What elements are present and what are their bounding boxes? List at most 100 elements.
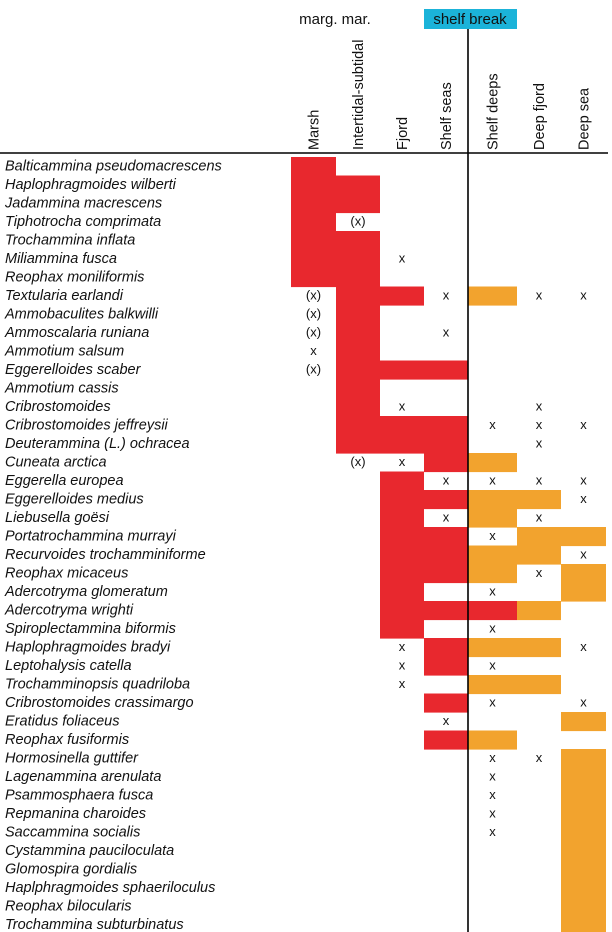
x-mark-shelf-deeps: x — [489, 769, 496, 784]
red-cell-intertidal-subtidal — [336, 286, 380, 306]
red-cell-marsh — [291, 231, 336, 251]
species-label: Trochammina inflata — [5, 233, 135, 249]
species-label: Saccammina socialis — [5, 825, 140, 841]
orange-cell-shelf-deeps — [468, 490, 517, 510]
orange-cell-deep-sea — [561, 767, 606, 787]
orange-cell-deep-sea — [561, 915, 606, 932]
red-cell-intertidal-subtidal — [336, 416, 380, 436]
species-label: Balticammina pseudomacrescens — [5, 159, 222, 175]
x-mark-shelf-seas: x — [443, 510, 450, 525]
species-labels: Balticammina pseudomacrescens Haplophragm… — [4, 159, 222, 932]
x-mark-fjord: x — [399, 658, 406, 673]
column-header-shelf-deeps: Shelf deeps — [486, 73, 502, 150]
red-cell-marsh — [291, 268, 336, 288]
orange-cell-deep-sea — [561, 897, 606, 917]
red-cell-marsh — [291, 157, 336, 177]
species-label: Reophax micaceus — [5, 566, 128, 582]
red-cell-fjord — [380, 434, 424, 454]
red-cell-intertidal-subtidal — [336, 434, 380, 454]
red-cell-fjord — [380, 490, 424, 510]
cells-layer — [291, 157, 606, 932]
x-mark-deep-sea: x — [580, 473, 587, 488]
red-cell-intertidal-subtidal — [336, 397, 380, 417]
red-cell-intertidal-subtidal — [336, 231, 380, 251]
red-cell-fjord — [380, 508, 424, 528]
orange-cell-deep-fjord — [517, 675, 561, 695]
x-mark-deep-fjord: x — [536, 417, 543, 432]
species-label: Cribrostomoides jeffreysii — [5, 418, 169, 434]
orange-cell-deep-fjord — [517, 527, 561, 547]
species-label: Hormosinella guttifer — [5, 751, 139, 767]
red-cell-shelf-seas — [424, 564, 468, 584]
orange-cell-shelf-deeps — [468, 638, 517, 658]
red-cell-shelf-seas — [424, 601, 468, 621]
red-cell-fjord — [380, 545, 424, 565]
species-label: Ammoscalaria runiana — [4, 325, 149, 341]
orange-cell-deep-fjord — [517, 545, 561, 565]
red-cell-shelf-seas — [424, 360, 468, 380]
x-mark-deep-fjord: x — [536, 436, 543, 451]
red-cell-shelf-seas — [424, 545, 468, 565]
shelf-break-label: shelf break — [433, 11, 507, 28]
x-mark-deep-fjord: x — [536, 399, 543, 414]
orange-cell-deep-sea — [561, 749, 606, 769]
species-label: Ammotium salsum — [4, 344, 124, 360]
x-mark-deep-fjord: x — [536, 288, 543, 303]
red-cell-fjord — [380, 601, 424, 621]
species-label: Eggerelloides scaber — [5, 362, 142, 378]
orange-cell-shelf-deeps — [468, 286, 517, 306]
parenthesized-x-mark-marsh: (x) — [306, 306, 321, 321]
red-cell-intertidal-subtidal — [336, 194, 380, 214]
red-cell-shelf-deeps — [468, 601, 517, 621]
species-label: Liebusella goësi — [5, 510, 110, 526]
species-label: Glomospira gordialis — [5, 862, 137, 878]
orange-cell-deep-sea — [561, 786, 606, 806]
red-cell-intertidal-subtidal — [336, 305, 380, 325]
red-cell-intertidal-subtidal — [336, 379, 380, 399]
x-mark-deep-sea: x — [580, 547, 587, 562]
species-label: Jadammina macrescens — [4, 196, 162, 212]
shelf-break-label-bg — [424, 9, 517, 29]
species-label: Lagenammina arenulata — [5, 769, 161, 785]
species-label: Miliammina fusca — [5, 251, 117, 267]
orange-cell-deep-sea — [561, 878, 606, 898]
species-label: Cribrostomoides crassimargo — [5, 695, 194, 711]
red-cell-shelf-seas — [424, 693, 468, 713]
x-mark-shelf-deeps: x — [489, 824, 496, 839]
x-mark-shelf-seas: x — [443, 713, 450, 728]
orange-cell-shelf-deeps — [468, 564, 517, 584]
species-label: Ammobaculites balkwilli — [4, 307, 159, 323]
x-mark-shelf-deeps: x — [489, 621, 496, 636]
orange-cell-deep-fjord — [517, 490, 561, 510]
species-label: Reophax moniliformis — [5, 270, 144, 286]
x-mark-deep-fjord: x — [536, 565, 543, 580]
red-cell-fjord — [380, 471, 424, 491]
x-mark-deep-fjord: x — [536, 510, 543, 525]
column-header-marsh: Marsh — [307, 110, 323, 150]
species-label: Textularia earlandi — [5, 288, 124, 304]
red-cell-shelf-seas — [424, 416, 468, 436]
orange-cell-deep-sea — [561, 712, 606, 732]
red-cell-intertidal-subtidal — [336, 342, 380, 362]
orange-cell-deep-sea — [561, 823, 606, 843]
column-header-intertidal-subtidal: Intertidal-subtidal — [351, 40, 367, 150]
red-cell-fjord — [380, 582, 424, 602]
orange-cell-shelf-deeps — [468, 508, 517, 528]
column-header-deep-sea: Deep sea — [577, 87, 593, 150]
red-cell-fjord — [380, 416, 424, 436]
species-label: Adercotryma wrighti — [4, 603, 134, 619]
x-mark-deep-sea: x — [580, 491, 587, 506]
red-cell-shelf-seas — [424, 730, 468, 750]
red-cell-fjord — [380, 527, 424, 547]
orange-cell-deep-sea — [561, 564, 606, 584]
orange-cell-shelf-deeps — [468, 453, 517, 473]
species-label: Reophax fusiformis — [5, 732, 129, 748]
x-mark-deep-sea: x — [580, 695, 587, 710]
parenthesized-x-mark-marsh: (x) — [306, 288, 321, 303]
red-cell-shelf-seas — [424, 453, 468, 473]
marginal-marine-label: marg. mar. — [299, 11, 371, 28]
orange-cell-deep-fjord — [517, 638, 561, 658]
marks-layer: (x)x(x) x x x(x)(x) xx(x)x xx x xx(x) xx x x xxx xxx… — [306, 214, 587, 840]
species-label: Eratidus foliaceus — [5, 714, 119, 730]
